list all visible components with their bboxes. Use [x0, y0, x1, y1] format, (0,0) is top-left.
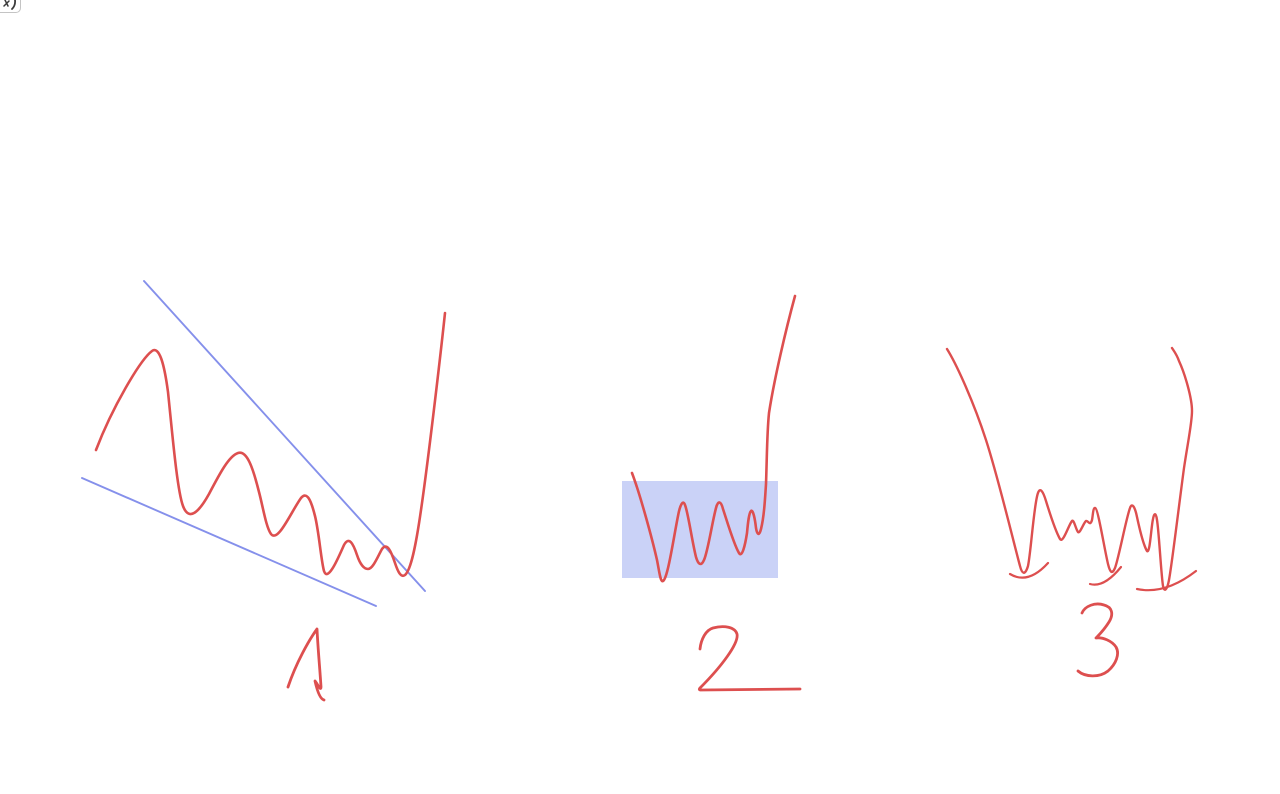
sketch2-label-numeral-2 — [697, 625, 802, 692]
sketch1-price-curve — [94, 311, 447, 578]
sketch3-support-arc-3 — [1135, 569, 1198, 592]
sketch2-price-curve — [630, 294, 797, 583]
sketch1-upper-trendline — [143, 280, 426, 592]
corner-glyph-right-mark — [11, 0, 16, 10]
partial-glyph-icon — [3, 0, 16, 10]
clipped-toolbar-button[interactable] — [0, 0, 21, 13]
sketch3-price-curve — [945, 346, 1194, 591]
sketch1-lower-trendline — [81, 477, 377, 607]
sketch3-support-arc-1 — [1008, 561, 1050, 579]
sketch3-support-arc-2 — [1088, 565, 1123, 586]
corner-glyph-left-mark — [3, 0, 10, 7]
sketch1-label-numeral-1 — [286, 627, 326, 702]
sketch3-label-numeral-3 — [1076, 602, 1119, 678]
